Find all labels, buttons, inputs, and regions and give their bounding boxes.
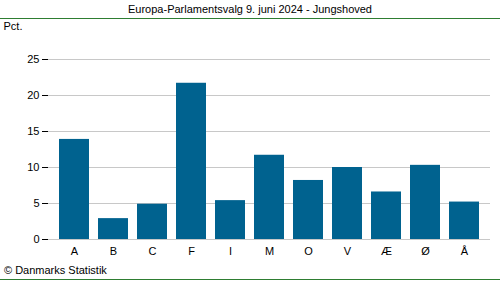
svg-text:F: F — [188, 245, 195, 257]
svg-text:Å: Å — [461, 245, 469, 257]
svg-text:Ø: Ø — [421, 245, 430, 257]
html-text:Europa-Parlamentsvalg 9. juni: Europa-Parlamentsvalg 9. juni 2024 - Jun… — [128, 3, 372, 15]
svg-text:I: I — [229, 245, 232, 257]
svg-text:M: M — [265, 245, 274, 257]
svg-text:O: O — [304, 245, 313, 257]
svg-text:10: 10 — [27, 161, 39, 173]
html-text:© Danmarks Statistik: © Danmarks Statistik — [4, 264, 107, 276]
svg-text:15: 15 — [27, 125, 39, 137]
svg-text:Æ: Æ — [381, 245, 392, 257]
svg-text:V: V — [344, 245, 352, 257]
svg-text:5: 5 — [33, 197, 39, 209]
svg-text:25: 25 — [27, 53, 39, 65]
svg-text:20: 20 — [27, 89, 39, 101]
svg-text:Pct.: Pct. — [4, 20, 23, 32]
svg-text:A: A — [71, 245, 79, 257]
svg-text:C: C — [149, 245, 157, 257]
svg-text:B: B — [110, 245, 117, 257]
svg-text:0: 0 — [33, 233, 39, 245]
